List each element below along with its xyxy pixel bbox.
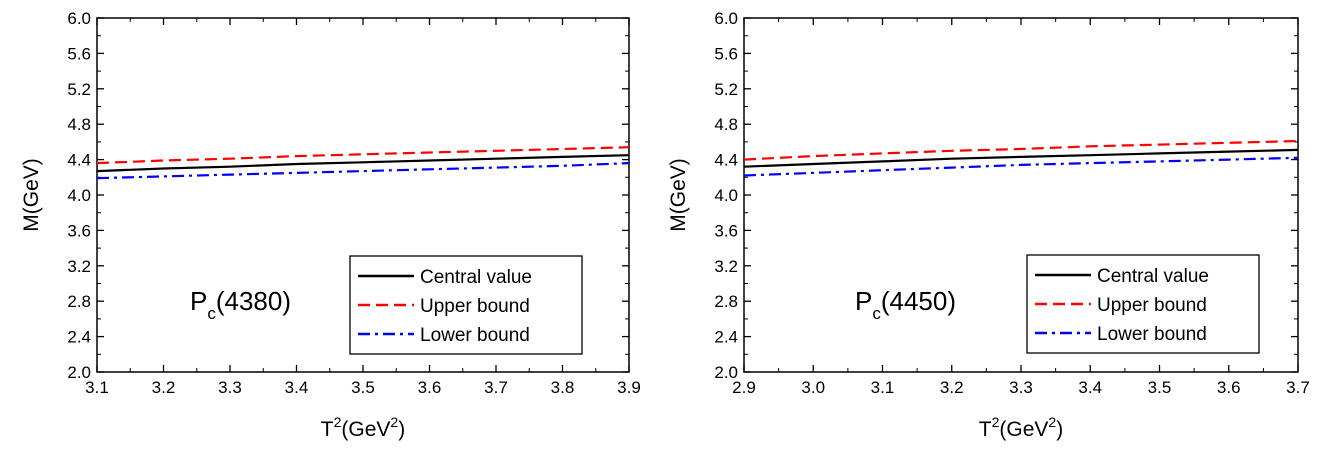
x-tick-label: 3.4 <box>285 378 309 397</box>
y-tick-label: 4.0 <box>67 186 91 205</box>
x-tick-label: 3.6 <box>418 378 442 397</box>
y-tick-label: 5.6 <box>67 44 91 63</box>
legend-label: Upper bound <box>420 296 530 317</box>
y-tick-label: 6.0 <box>67 9 91 28</box>
legend: Central value Upper bound Lower bound <box>1026 254 1260 354</box>
legend-box <box>1026 254 1260 354</box>
x-title-sup: 2 <box>992 414 1000 430</box>
y-tick-label: 6.0 <box>714 9 738 28</box>
x-title-tail: ) <box>1056 418 1063 441</box>
y-tick-label: 2.8 <box>67 292 91 311</box>
x-axis-title: T2(GeV2) <box>979 414 1063 441</box>
particle-annotation: Pc(4450) <box>855 286 956 323</box>
x-tick-label: 3.7 <box>484 378 508 397</box>
x-tick-label: 3.2 <box>152 378 176 397</box>
series-line-solid <box>743 148 1299 168</box>
series-line-dash <box>743 139 1299 161</box>
chart-panel-1: 3.1 3.2 3.3 3.4 3.5 3.6 3.7 3.8 3.9 2.0 2.4 2.8 3.2 3… <box>20 9 641 441</box>
y-tick-label: 5.2 <box>714 80 738 99</box>
x-tick-label: 3.2 <box>940 378 964 397</box>
x-title-sup: 2 <box>390 414 398 430</box>
y-tick-label: 2.8 <box>714 292 738 311</box>
y-tick-label: 3.6 <box>714 221 738 240</box>
chart-panel-2: 2.9 3.0 3.1 3.2 3.3 3.4 3.5 3.6 3.7 2.0 2.4 2.8 3.2 3… <box>667 9 1310 441</box>
y-tick-label: 4.8 <box>714 115 738 134</box>
y-tick-label: 5.6 <box>714 44 738 63</box>
x-title-sup: 2 <box>334 414 342 430</box>
series-line-solid <box>96 154 630 173</box>
series-line-dashdot <box>96 162 630 180</box>
annotation-tail: (4450) <box>881 286 956 316</box>
annotation-main: P <box>855 286 872 316</box>
x-tick-label: 3.6 <box>1217 378 1241 397</box>
y-tick-label: 4.4 <box>714 151 738 170</box>
y-tick-label: 5.2 <box>67 80 91 99</box>
annotation-sub: c <box>872 304 881 323</box>
x-title-main: T <box>979 418 992 441</box>
y-tick-label: 4.8 <box>67 115 91 134</box>
x-tick-label: 3.0 <box>801 378 825 397</box>
x-tick-label: 2.9 <box>732 378 756 397</box>
legend-label: Lower bound <box>1097 324 1207 345</box>
annotation-sub: c <box>207 304 216 323</box>
particle-annotation: Pc(4380) <box>190 286 291 323</box>
x-tick-label: 3.9 <box>617 378 641 397</box>
x-tick-label: 3.3 <box>1009 378 1033 397</box>
x-tick-label: 3.7 <box>1286 378 1310 397</box>
y-tick-label: 2.4 <box>67 328 91 347</box>
y-axis-title: M(GeV) <box>20 158 43 232</box>
annotation-tail: (4380) <box>216 286 291 316</box>
y-tick-label: 2.4 <box>714 328 738 347</box>
x-tick-label: 3.1 <box>871 378 895 397</box>
legend: Central value Upper bound Lower bound <box>349 255 583 355</box>
x-tick-label: 3.1 <box>85 378 109 397</box>
y-axis-title: M(GeV) <box>667 158 690 232</box>
legend-label: Central value <box>420 267 532 288</box>
y-tick-label: 4.0 <box>714 186 738 205</box>
x-title-mid: (GeV <box>341 418 390 441</box>
x-title-mid: (GeV <box>999 418 1048 441</box>
x-tick-label: 3.5 <box>1148 378 1172 397</box>
legend-label: Lower bound <box>420 325 530 346</box>
y-tick-label: 2.0 <box>714 363 738 382</box>
y-tick-label: 3.2 <box>714 257 738 276</box>
x-title-sup: 2 <box>1048 414 1056 430</box>
y-tick-label: 3.6 <box>67 221 91 240</box>
y-tick-label: 3.2 <box>67 257 91 276</box>
x-title-main: T <box>321 418 334 441</box>
legend-label: Central value <box>1097 266 1209 287</box>
legend-label: Upper bound <box>1097 295 1207 316</box>
series-line-dashdot <box>743 156 1299 177</box>
x-title-tail: ) <box>398 418 405 441</box>
annotation-main: P <box>190 286 207 316</box>
legend-box <box>349 255 583 355</box>
x-tick-label: 3.4 <box>1078 378 1102 397</box>
y-tick-label: 2.0 <box>67 363 91 382</box>
x-tick-label: 3.3 <box>218 378 242 397</box>
y-tick-label: 4.4 <box>67 151 91 170</box>
x-axis-title: T2(GeV2) <box>321 414 405 441</box>
x-tick-label: 3.5 <box>351 378 375 397</box>
x-tick-label: 3.8 <box>551 378 575 397</box>
series-line-dash <box>96 146 630 165</box>
